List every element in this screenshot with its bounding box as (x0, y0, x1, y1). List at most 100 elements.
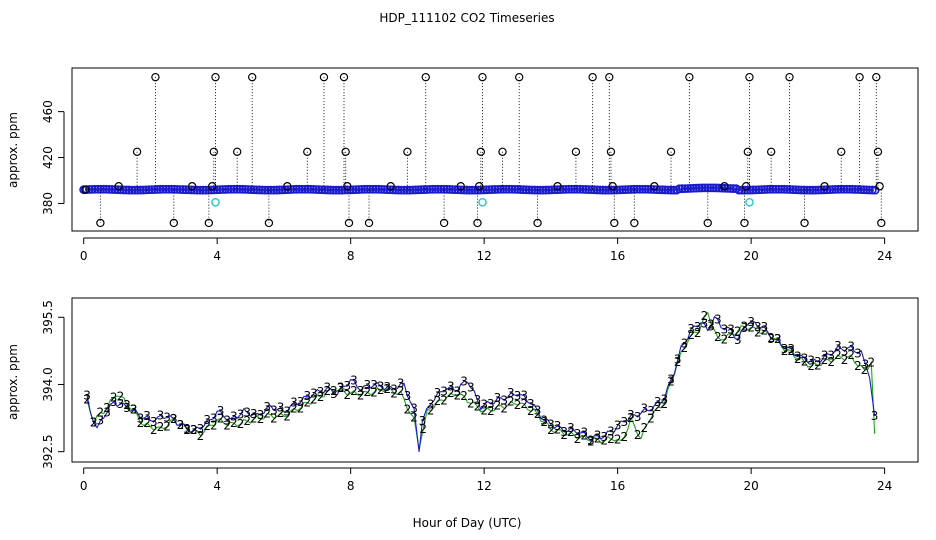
series-3-point: 3 (404, 389, 412, 403)
series-3-point: 3 (384, 380, 392, 394)
cyan-point (745, 198, 754, 207)
baseline-point (521, 185, 531, 195)
baseline-point (493, 184, 503, 194)
series-3-point: 3 (237, 408, 245, 422)
series-3-point: 3 (130, 402, 138, 416)
x-tick-label: 12 (477, 249, 492, 263)
series-2-line (86, 311, 876, 450)
series-2-point: 2 (263, 407, 271, 421)
series-2-point: 2 (440, 394, 448, 408)
baseline-point (297, 184, 307, 194)
series-2-point: 2 (270, 411, 278, 425)
baseline-point (615, 185, 625, 195)
series-2-point: 2 (223, 418, 231, 432)
series-3-point: 3 (787, 342, 795, 356)
baseline-point (411, 185, 420, 195)
baseline-point (433, 184, 443, 194)
series-2-point: 2 (614, 433, 622, 447)
series-2-point: 2 (397, 384, 405, 398)
baseline-point (419, 185, 429, 194)
series-3-point: 3 (641, 402, 649, 416)
raw-point (740, 218, 749, 228)
series-2-point: 2 (854, 359, 862, 373)
raw-point (474, 182, 484, 191)
series-2-point: 2 (527, 404, 535, 418)
series-3-point: 3 (357, 384, 365, 398)
series-3-point: 3 (297, 395, 305, 409)
series-3-point: 3 (454, 384, 462, 398)
series-3-point: 3 (847, 339, 855, 353)
baseline-point (601, 185, 611, 195)
raw-point (837, 147, 846, 156)
series-2-point: 2 (721, 332, 729, 346)
series-3-point: 3 (210, 412, 218, 426)
smoothed-co2-panel: approx. ppm 0 4 8 12 16 20 24 392.5 394.0 395.5 2… (6, 297, 919, 493)
baseline-point (431, 184, 440, 194)
series-2-point: 2 (357, 389, 365, 403)
series-3-point: 3 (263, 400, 271, 414)
series-3-point: 3 (854, 346, 862, 360)
series-3-point: 3 (157, 408, 165, 422)
series-2-point: 2 (514, 398, 522, 412)
series-3-point: 3 (527, 397, 535, 411)
series-3-point: 3 (283, 405, 291, 419)
raw-point (873, 147, 883, 156)
raw-point (187, 182, 197, 191)
x-tick-label: 16 (610, 479, 625, 493)
series-3-point: 3 (97, 414, 105, 428)
series-2-point: 2 (117, 389, 125, 403)
series-2-point: 2 (727, 327, 735, 341)
series-3-point: 3 (734, 333, 742, 347)
baseline-point (711, 183, 721, 193)
baseline-point (178, 185, 188, 194)
baseline-point (669, 185, 679, 195)
baseline-point (768, 184, 778, 194)
baseline-point (414, 185, 423, 195)
series-2-point: 2 (627, 411, 635, 425)
baseline-point (371, 184, 381, 194)
baseline-point (626, 185, 636, 194)
series-3-point: 3 (814, 355, 822, 369)
raw-point (132, 147, 142, 156)
series-2-point: 2 (681, 341, 689, 355)
baseline-point (218, 185, 228, 194)
baseline-point (223, 184, 233, 194)
raw-point (264, 218, 274, 228)
series-3-point: 3 (534, 403, 542, 417)
raw-point (151, 72, 160, 82)
series-3-point: 3 (862, 357, 870, 371)
baseline-point (482, 185, 491, 195)
series-2-point: 2 (97, 405, 105, 419)
baseline-point (275, 185, 284, 195)
baseline-point (762, 184, 772, 194)
baseline-point (121, 185, 131, 195)
panel2-frame (71, 297, 919, 463)
series-2-point: 2 (350, 384, 358, 398)
baseline-point (845, 184, 854, 194)
panel2-ylabel: approx. ppm (6, 344, 20, 420)
baseline-point (484, 185, 494, 195)
baseline-point (226, 184, 236, 194)
baseline-point (535, 185, 545, 195)
series-2-point: 2 (667, 375, 675, 389)
series-3-point: 3 (827, 349, 835, 363)
series-2-point: 2 (130, 402, 138, 416)
series-2-point: 2 (827, 355, 835, 369)
series-3-point: 3 (397, 376, 405, 390)
baseline-point (811, 185, 820, 195)
raw-point (685, 72, 694, 82)
series-3-point: 3 (634, 410, 642, 424)
raw-point (745, 72, 754, 82)
series-3-point: 3 (667, 372, 675, 386)
x-tick-label: 20 (743, 249, 758, 263)
series-2-point: 2 (714, 330, 722, 344)
series-2-point: 2 (447, 386, 455, 400)
baseline-point (93, 184, 103, 194)
baseline-point (99, 184, 108, 194)
panel1-ylabel: approx. ppm (6, 112, 20, 188)
baseline-point (524, 185, 534, 195)
series-3-point: 3 (754, 320, 762, 334)
series-2-point: 2 (317, 390, 325, 404)
series-2-point: 2 (694, 326, 702, 340)
